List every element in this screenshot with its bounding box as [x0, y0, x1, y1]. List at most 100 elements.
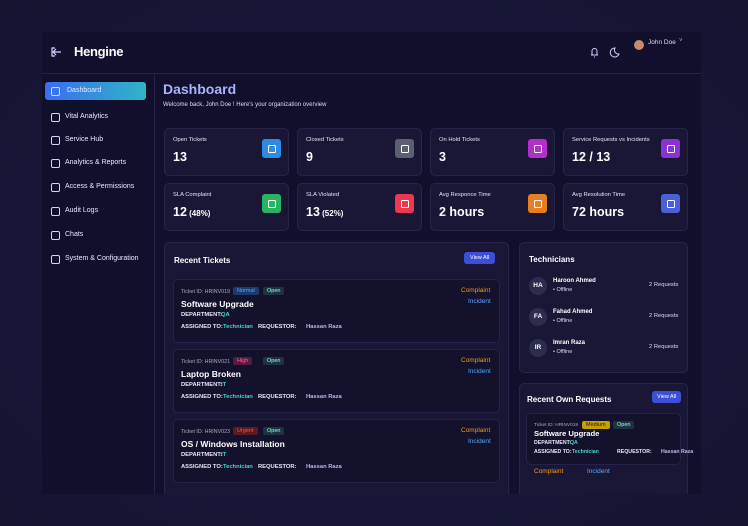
stat-percent: (48%) [186, 209, 211, 218]
stat-label: Avg Resolution Time [572, 192, 626, 198]
own-requests-panel: Recent Own Requests View All Ticket ID: HR… [519, 383, 693, 494]
stat-icon [661, 139, 680, 158]
ticket-id: Ticket ID: HRINV019 [534, 423, 579, 428]
requestor-label: REQUESTOR: [258, 324, 297, 330]
complaint-link[interactable]: Complaint [534, 468, 564, 475]
view-all-button[interactable]: View All [464, 252, 496, 264]
complaint-link[interactable]: Complaint [461, 287, 491, 294]
active-nav-bg [45, 82, 146, 100]
nav-icon [51, 159, 60, 168]
stat-card: Service Requests vs Incidents 12 / 13 [563, 128, 688, 176]
ticket-card[interactable]: Ticket ID: HRINV019 Normal Open Software Up… [173, 279, 500, 343]
nav-item[interactable]: Dashboard [67, 87, 102, 94]
department-label: DEPARTMENT: [181, 312, 223, 318]
nav-item[interactable]: Analytics & Reports [65, 159, 127, 166]
assigned-label: ASSIGNED TO: [181, 324, 223, 330]
assigned-value: Technician [223, 324, 253, 330]
stat-icon [395, 194, 414, 213]
stat-label: Open Tickets [173, 137, 207, 143]
department-value: QA [570, 440, 578, 446]
priority-badge: Medium [582, 421, 610, 429]
status-badge: Open [263, 357, 285, 365]
nav-item[interactable]: Service Hub [65, 136, 104, 143]
stat-card: Open Tickets 13 [164, 128, 289, 176]
complaint-link[interactable]: Complaint [461, 357, 491, 364]
tech-requests: 2 Requests [649, 313, 679, 319]
nav-item[interactable]: Vital Analytics [65, 113, 109, 120]
stat-icon-glyph [401, 200, 409, 208]
ticket-title: Laptop Broken [181, 369, 241, 379]
requestor-value: Hassan Raza [661, 449, 694, 455]
tech-name: Fahad Ahmed [553, 309, 593, 315]
stat-icon-glyph [667, 200, 675, 208]
requestor-label: REQUESTOR: [258, 394, 297, 400]
stat-icon-glyph [667, 145, 675, 153]
view-all-button[interactable]: View All [652, 391, 682, 403]
stat-value: 2 hours [439, 205, 485, 219]
stat-percent: (52%) [319, 209, 344, 218]
assigned-value: Technician [572, 449, 599, 455]
nav-item[interactable]: System & Configuration [65, 255, 139, 262]
ticket-card[interactable]: Ticket ID: HRINV023 Urgent Open OS / Window… [173, 419, 500, 483]
avatar[interactable] [634, 40, 644, 50]
incident-link[interactable]: Incident [468, 368, 491, 375]
stat-value: 13 (52%) [306, 205, 344, 219]
requestor-label: REQUESTOR: [617, 449, 652, 455]
ticket-id: Ticket ID: HRINV019 [181, 289, 230, 295]
requestor-value: Hassan Raza [306, 394, 342, 400]
requestor-label: REQUESTOR: [258, 464, 297, 470]
stat-icon-glyph [268, 145, 276, 153]
tech-name: Imran Raza [553, 340, 586, 346]
stat-card: Closed Tickets 9 [297, 128, 422, 176]
stat-label: SLA Violated [306, 192, 340, 198]
assigned-label: ASSIGNED TO: [534, 449, 572, 455]
stat-value: 12 (48%) [173, 205, 211, 219]
requestor-value: Hassan Raza [306, 464, 342, 470]
ticket-title: Software Upgrade [534, 429, 600, 438]
stat-icon-glyph [534, 145, 542, 153]
stat-value: 12 / 13 [572, 150, 611, 164]
stat-value: 72 hours [572, 205, 625, 219]
stat-label: On Hold Tickets [439, 137, 480, 143]
ticket-title: OS / Windows Installation [181, 439, 285, 449]
nav-item[interactable]: Chats [65, 231, 84, 238]
incident-link[interactable]: Incident [468, 298, 491, 305]
stat-icon-glyph [268, 200, 276, 208]
panel-title: Recent Own Requests [527, 395, 612, 404]
incident-link[interactable]: Incident [587, 468, 610, 475]
assigned-value: Technician [223, 394, 253, 400]
nav-icon [51, 183, 60, 192]
status-badge: Open [263, 287, 285, 295]
app-window: Hengine John Doe ˅ Dashboard Welcome bac… [42, 32, 701, 494]
tech-name: Haroon Ahmed [553, 278, 596, 284]
nav-item[interactable]: Audit Logs [65, 207, 99, 214]
stat-label: SLA Complaint [173, 192, 212, 198]
nav-icon [51, 231, 60, 240]
stat-card: SLA Violated 13 (52%) [297, 183, 422, 231]
user-name[interactable]: John Doe [648, 39, 676, 46]
status-badge: Open [613, 421, 635, 429]
stat-icon [661, 194, 680, 213]
complaint-link[interactable]: Complaint [461, 427, 491, 434]
ticket-card[interactable]: Ticket ID: HRINV021 High Open Laptop Broken… [173, 349, 500, 413]
header-icons[interactable] [588, 46, 628, 58]
requestor-value: Hassan Raza [306, 324, 342, 330]
tech-status: • Offline [553, 318, 573, 324]
dropdown[interactable]: ˅ [679, 38, 683, 44]
divider [154, 73, 155, 494]
stat-icon-glyph [401, 145, 409, 153]
stat-label: Service Requests vs Incidents [572, 137, 650, 143]
department-value: IT [221, 452, 227, 458]
nav-item[interactable]: Access & Permissions [65, 183, 135, 190]
stat-card: Avg Resolution Time 72 hours [563, 183, 688, 231]
incident-link[interactable]: Incident [468, 438, 491, 445]
status-badge: Open [263, 427, 285, 435]
menu-icon[interactable] [50, 46, 62, 58]
nav-icon [51, 255, 60, 264]
ticket-card[interactable]: Ticket ID: HRINV019 Medium Open Software Up… [526, 413, 693, 475]
stat-icon [528, 194, 547, 213]
logo: Hengine [74, 44, 124, 59]
ticket-title: Software Upgrade [181, 299, 254, 309]
stat-label: Avg Responce Time [439, 192, 491, 198]
